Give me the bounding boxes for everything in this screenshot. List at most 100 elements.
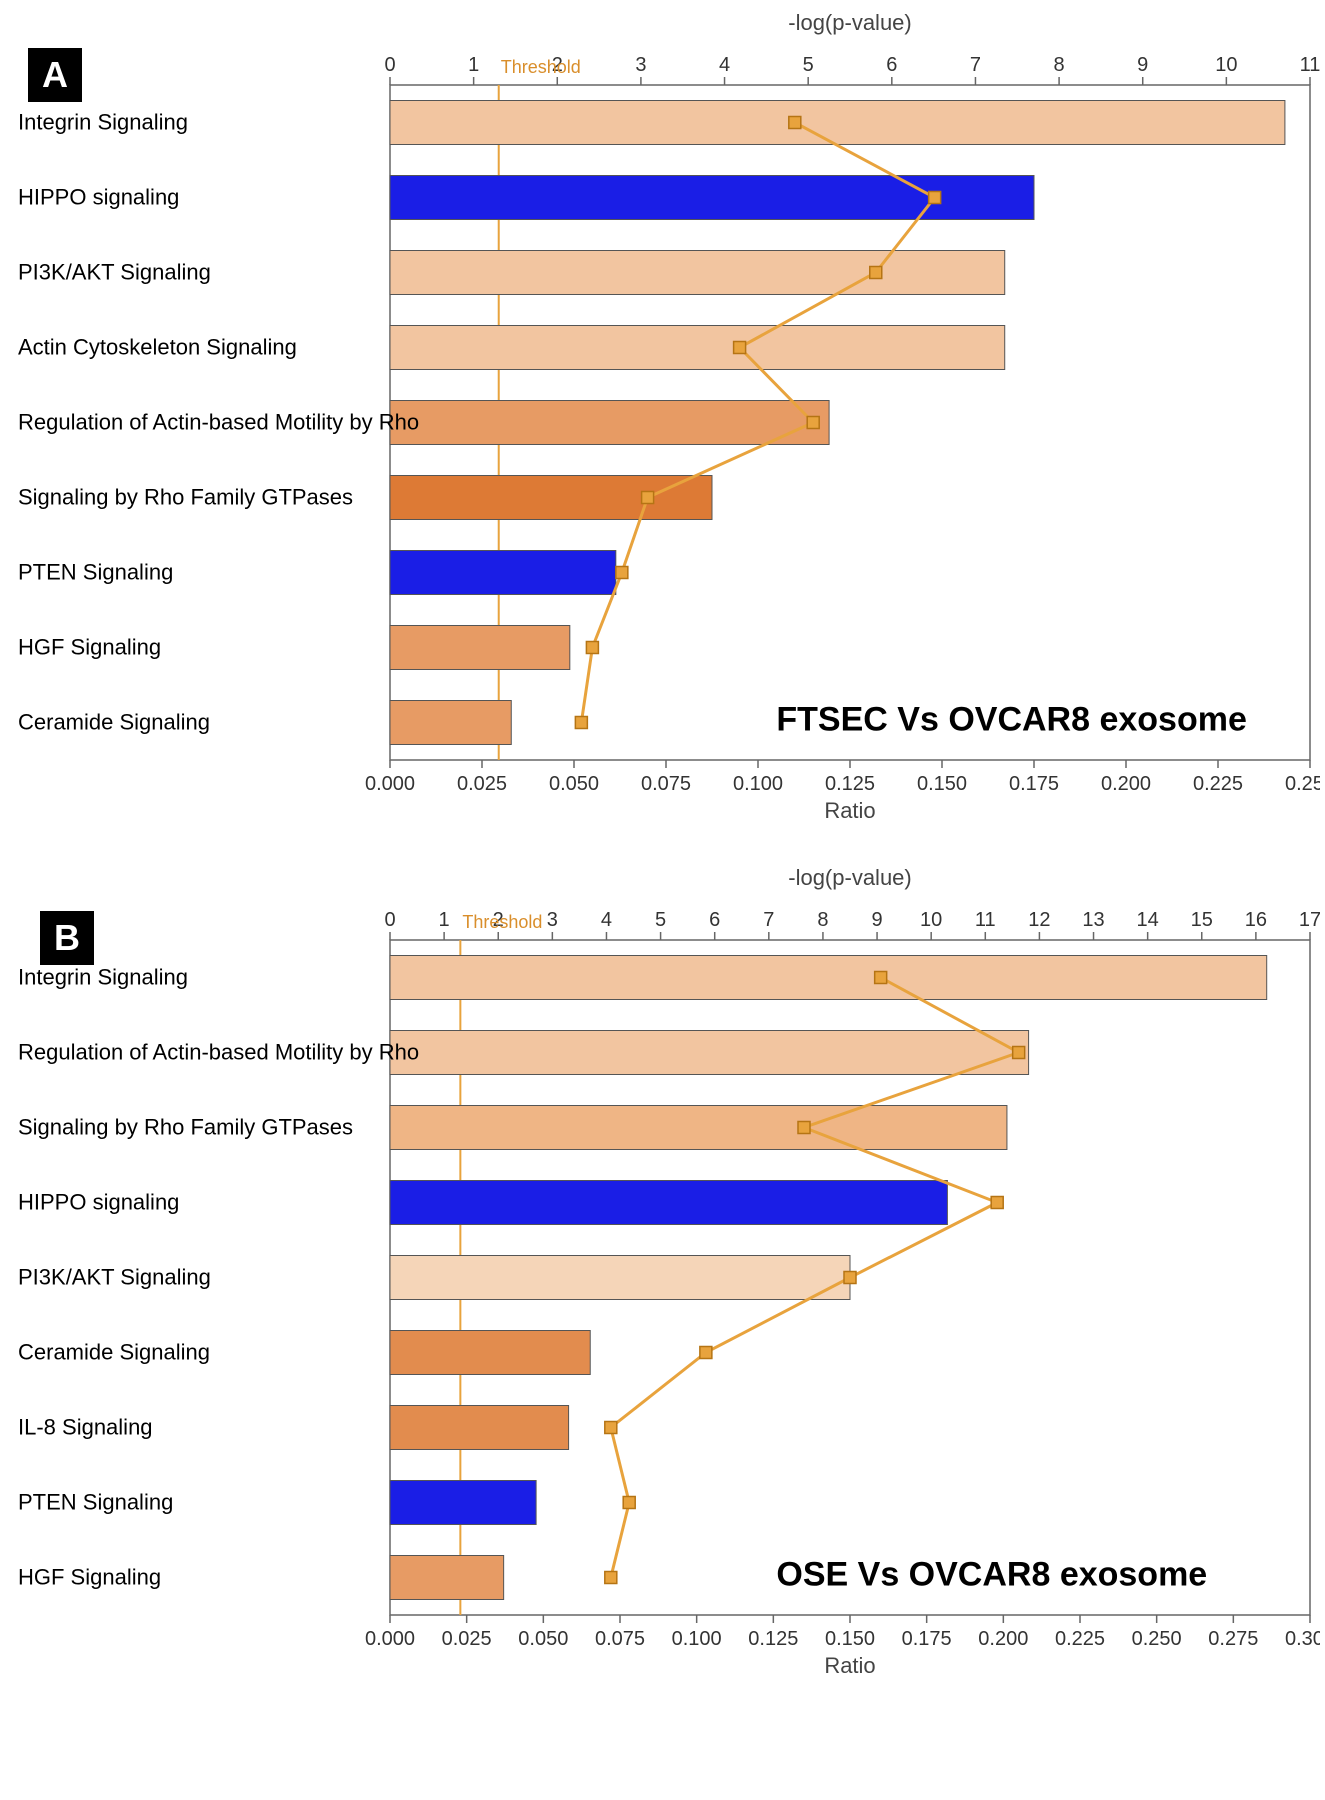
top-tick-label: 7: [763, 909, 774, 931]
bottom-tick-label: 0.225: [1193, 773, 1243, 795]
category-label: PI3K/AKT Signaling: [18, 260, 211, 285]
ratio-marker: [1013, 1047, 1025, 1059]
chart-b: -log(p-value)012345678910111213141516170…: [10, 865, 1325, 1700]
top-tick-label: 17: [1299, 909, 1320, 931]
bottom-tick-label: 0.025: [442, 1628, 492, 1650]
ratio-marker: [807, 417, 819, 429]
bottom-tick-label: 0.125: [825, 773, 875, 795]
top-tick-label: 12: [1028, 909, 1050, 931]
top-tick-label: 1: [468, 54, 479, 76]
bottom-axis-title: Ratio: [824, 798, 875, 823]
top-tick-label: 11: [1300, 54, 1320, 76]
top-tick-label: 10: [1215, 54, 1237, 76]
category-label: Regulation of Actin-based Motility by Rh…: [18, 410, 419, 435]
bottom-tick-label: 0.100: [733, 773, 783, 795]
ratio-marker: [870, 267, 882, 279]
category-label: Signaling by Rho Family GTPases: [18, 485, 353, 510]
bar: [390, 476, 712, 520]
bottom-tick-label: 0.125: [748, 1628, 798, 1650]
ratio-marker: [623, 1497, 635, 1509]
bottom-tick-label: 0.250: [1285, 773, 1320, 795]
bar: [390, 956, 1267, 1000]
panel-a-badge: A: [28, 48, 82, 102]
bar: [390, 1481, 536, 1525]
bottom-tick-label: 0.175: [902, 1628, 952, 1650]
ratio-marker: [605, 1572, 617, 1584]
top-tick-label: 3: [547, 909, 558, 931]
bottom-tick-label: 0.150: [825, 1628, 875, 1650]
bottom-tick-label: 0.075: [641, 773, 691, 795]
top-tick-label: 9: [1137, 54, 1148, 76]
bottom-tick-label: 0.000: [365, 1628, 415, 1650]
top-tick-label: 6: [886, 54, 897, 76]
comparison-label: OSE Vs OVCAR8 exosome: [776, 1556, 1207, 1594]
ratio-marker: [605, 1422, 617, 1434]
bar: [390, 401, 829, 445]
bar: [390, 1556, 504, 1600]
ratio-marker: [875, 972, 887, 984]
category-label: Regulation of Actin-based Motility by Rh…: [18, 1040, 419, 1065]
bottom-tick-label: 0.100: [672, 1628, 722, 1650]
top-tick-label: 5: [655, 909, 666, 931]
bottom-tick-label: 0.275: [1208, 1628, 1258, 1650]
bottom-tick-label: 0.250: [1132, 1628, 1182, 1650]
bottom-tick-label: 0.000: [365, 773, 415, 795]
bottom-tick-label: 0.050: [549, 773, 599, 795]
ratio-marker: [616, 567, 628, 579]
ratio-marker: [586, 642, 598, 654]
category-label: HIPPO signaling: [18, 1190, 179, 1215]
bottom-axis-title: Ratio: [824, 1653, 875, 1678]
bar: [390, 551, 616, 595]
panel-a: A -log(p-value)012345678910110.0000.0250…: [10, 10, 1325, 835]
top-tick-label: 4: [601, 909, 612, 931]
category-label: HGF Signaling: [18, 1565, 161, 1590]
top-tick-label: 0: [384, 909, 395, 931]
category-label: IL-8 Signaling: [18, 1415, 153, 1440]
top-tick-label: 7: [970, 54, 981, 76]
category-label: Integrin Signaling: [18, 110, 188, 135]
top-tick-label: 4: [719, 54, 730, 76]
bar: [390, 1256, 850, 1300]
bottom-tick-label: 0.225: [1055, 1628, 1105, 1650]
category-label: Integrin Signaling: [18, 965, 188, 990]
top-tick-label: 5: [803, 54, 814, 76]
top-axis-title: -log(p-value): [788, 10, 912, 35]
bar: [390, 1331, 590, 1375]
top-tick-label: 3: [635, 54, 646, 76]
bar: [390, 326, 1005, 370]
bottom-tick-label: 0.075: [595, 1628, 645, 1650]
top-tick-label: 8: [1054, 54, 1065, 76]
chart-svg: -log(p-value)012345678910111213141516170…: [10, 865, 1320, 1700]
bottom-tick-label: 0.200: [1101, 773, 1151, 795]
category-label: Signaling by Rho Family GTPases: [18, 1115, 353, 1140]
ratio-marker: [575, 717, 587, 729]
top-tick-label: 8: [817, 909, 828, 931]
category-label: PTEN Signaling: [18, 560, 173, 585]
panel-b: B -log(p-value)0123456789101112131415161…: [10, 865, 1325, 1700]
category-label: Actin Cytoskeleton Signaling: [18, 335, 297, 360]
ratio-marker: [789, 117, 801, 129]
threshold-label: Threshold: [462, 912, 542, 932]
bottom-tick-label: 0.300: [1285, 1628, 1320, 1650]
bottom-tick-label: 0.150: [917, 773, 967, 795]
top-tick-label: 14: [1137, 909, 1159, 931]
category-label: HIPPO signaling: [18, 185, 179, 210]
top-tick-label: 15: [1191, 909, 1213, 931]
top-tick-label: 9: [871, 909, 882, 931]
bottom-tick-label: 0.200: [978, 1628, 1028, 1650]
category-label: Ceramide Signaling: [18, 710, 210, 735]
ratio-marker: [700, 1347, 712, 1359]
bar: [390, 1031, 1029, 1075]
ratio-marker: [991, 1197, 1003, 1209]
chart-a: -log(p-value)012345678910110.0000.0250.0…: [10, 10, 1325, 835]
ratio-marker: [734, 342, 746, 354]
top-tick-label: 11: [975, 909, 996, 931]
ratio-marker: [642, 492, 654, 504]
chart-svg: -log(p-value)012345678910110.0000.0250.0…: [10, 10, 1320, 835]
bottom-tick-label: 0.025: [457, 773, 507, 795]
category-label: HGF Signaling: [18, 635, 161, 660]
panel-b-badge: B: [40, 911, 94, 965]
ratio-marker: [798, 1122, 810, 1134]
top-axis-title: -log(p-value): [788, 865, 912, 890]
top-tick-label: 0: [384, 54, 395, 76]
